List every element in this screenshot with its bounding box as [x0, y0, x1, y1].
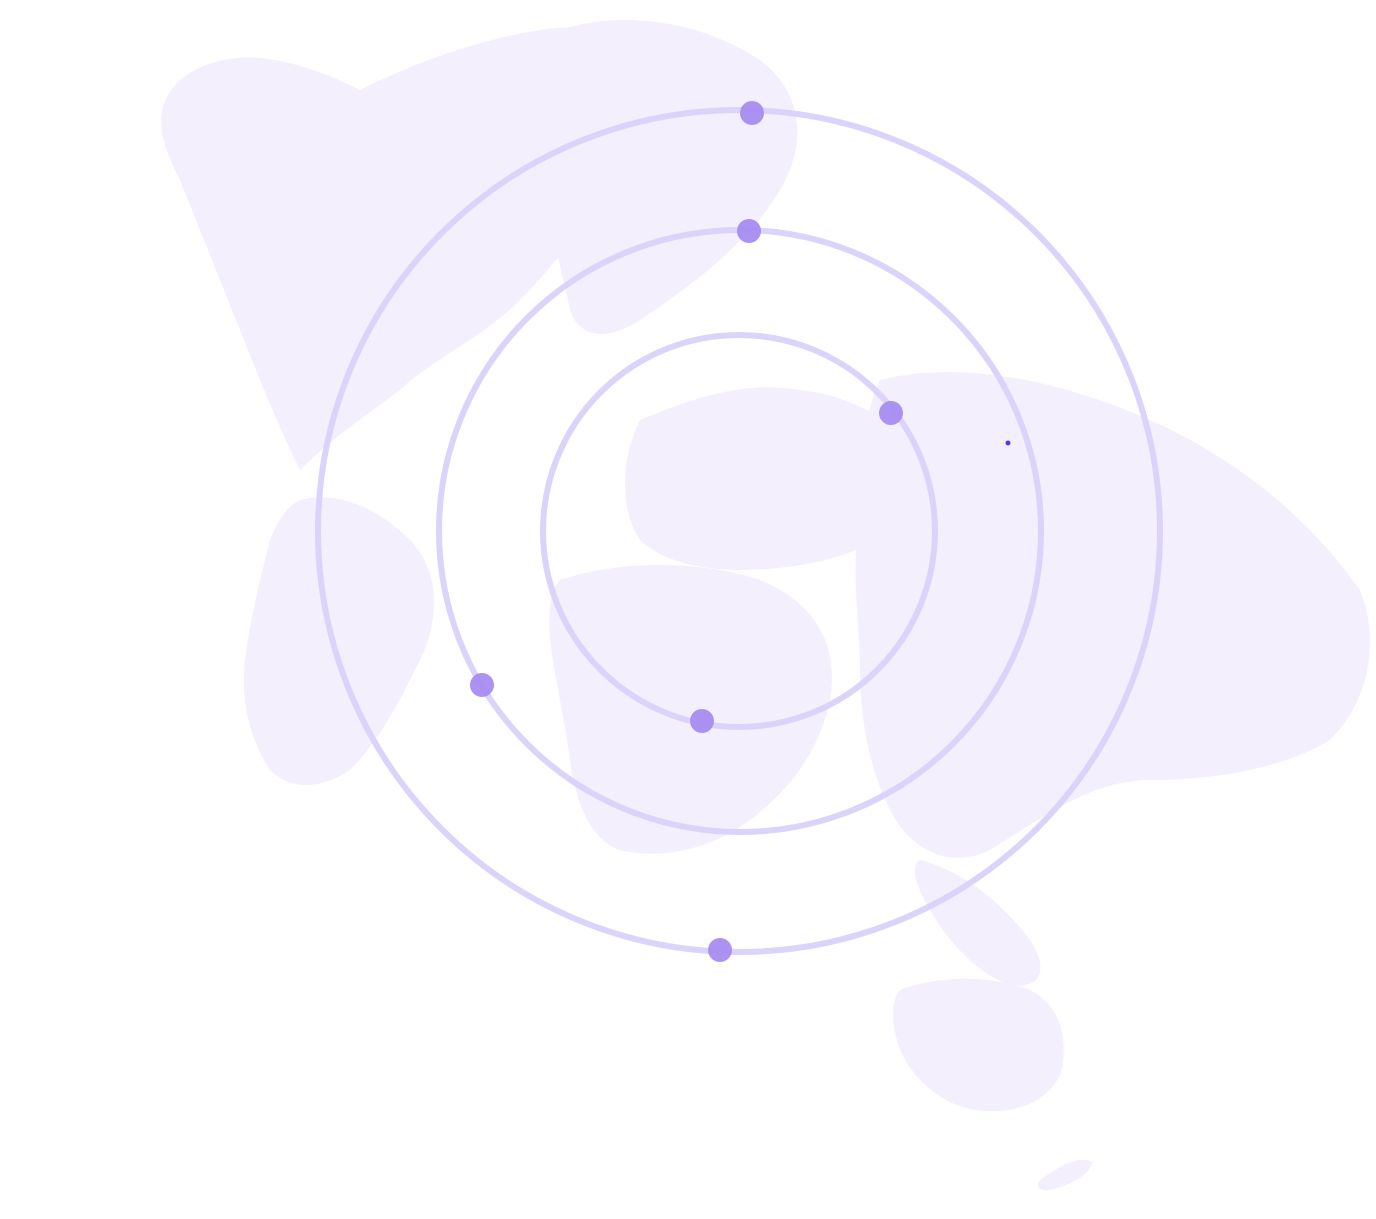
inner-orbit — [540, 332, 938, 730]
europe-land — [625, 387, 928, 570]
world-map — [161, 20, 1370, 1191]
africa-land — [549, 565, 832, 854]
outer-orbit-node-top — [740, 101, 764, 125]
australia-land — [892, 978, 1064, 1112]
inner-orbit-node-bottom — [690, 709, 714, 733]
middle-orbit-node-left — [470, 673, 494, 697]
orbit-nodes — [470, 101, 903, 962]
new-zealand-land — [1038, 1159, 1092, 1191]
south-america-land — [243, 497, 434, 785]
middle-orbit-node-top — [737, 219, 761, 243]
asia-land — [855, 372, 1370, 858]
outer-orbit — [315, 107, 1163, 955]
greenland-land — [544, 20, 798, 334]
southeast-asia-land — [914, 860, 1041, 986]
inner-orbit-node-right — [879, 401, 903, 425]
outer-orbit-node-bottom — [708, 938, 732, 962]
location-dot-icon — [1005, 440, 1011, 446]
